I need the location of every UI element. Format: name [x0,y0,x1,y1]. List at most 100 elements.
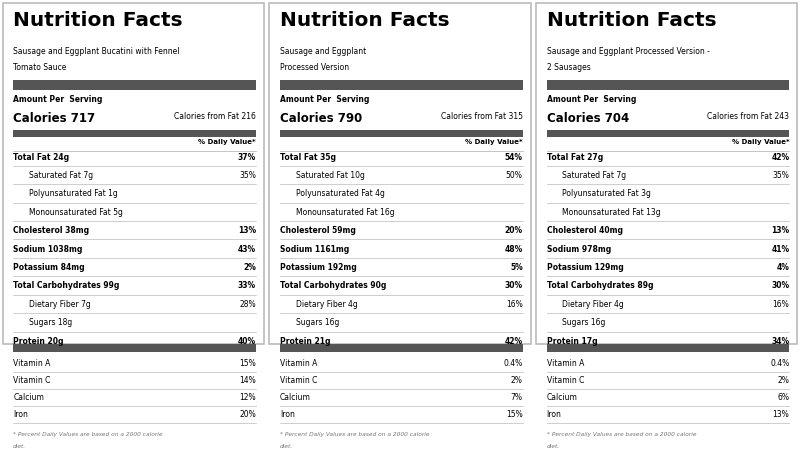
Text: Sugars 18g: Sugars 18g [29,318,72,327]
Text: Sugars 16g: Sugars 16g [562,318,606,327]
Text: Calories from Fat 315: Calories from Fat 315 [441,112,522,121]
Text: 35%: 35% [239,171,256,180]
Text: Calories from Fat 216: Calories from Fat 216 [174,112,256,121]
Bar [546,130,790,137]
Text: Polyunsaturated Fat 4g: Polyunsaturated Fat 4g [295,189,385,198]
Text: 7%: 7% [510,393,522,402]
Text: Vitamin A: Vitamin A [546,359,584,368]
Text: 16%: 16% [506,300,522,309]
Text: 50%: 50% [506,171,522,180]
Text: 12%: 12% [239,393,256,402]
Text: Calories 790: Calories 790 [280,112,362,125]
Text: Total Fat 27g: Total Fat 27g [546,152,603,162]
Text: Potassium 192mg: Potassium 192mg [280,263,357,272]
Text: 40%: 40% [238,337,256,346]
Text: 13%: 13% [771,226,790,235]
Text: 2%: 2% [778,376,790,385]
Text: 5%: 5% [510,263,522,272]
Text: 0.4%: 0.4% [770,359,790,368]
Text: 48%: 48% [505,245,522,253]
Text: 14%: 14% [239,376,256,385]
Text: Vitamin A: Vitamin A [280,359,318,368]
Text: % Daily Value*: % Daily Value* [198,139,256,145]
Text: 42%: 42% [771,152,790,162]
Text: diet.: diet. [546,445,560,450]
Text: Total Carbohydrates 89g: Total Carbohydrates 89g [546,282,653,290]
Text: Vitamin A: Vitamin A [14,359,50,368]
Text: 6%: 6% [778,393,790,402]
Bar [280,130,522,137]
Text: 2%: 2% [511,376,522,385]
Text: Dietary Fiber 7g: Dietary Fiber 7g [29,300,90,309]
Bar [14,80,256,90]
Text: Calories 717: Calories 717 [14,112,95,125]
Text: * Percent Daily Values are based on a 2000 calorie: * Percent Daily Values are based on a 20… [546,431,696,436]
Text: % Daily Value*: % Daily Value* [465,139,522,145]
Text: Saturated Fat 7g: Saturated Fat 7g [29,171,93,180]
Text: Vitamin C: Vitamin C [280,376,318,385]
Text: 54%: 54% [505,152,522,162]
Text: 30%: 30% [505,282,522,290]
Text: Nutrition Facts: Nutrition Facts [14,11,183,30]
Text: Sausage and Eggplant Bucatini with Fennel: Sausage and Eggplant Bucatini with Fenne… [14,47,180,56]
Text: Iron: Iron [14,410,28,420]
Text: 28%: 28% [239,300,256,309]
Text: Amount Per  Serving: Amount Per Serving [280,95,370,104]
Text: 15%: 15% [239,359,256,368]
Text: 2 Sausages: 2 Sausages [546,64,590,72]
Text: Polyunsaturated Fat 3g: Polyunsaturated Fat 3g [562,189,651,198]
Text: Protein 17g: Protein 17g [546,337,597,346]
Bar [546,344,790,352]
Text: Saturated Fat 10g: Saturated Fat 10g [295,171,365,180]
Text: Iron: Iron [546,410,562,420]
Text: Sodium 978mg: Sodium 978mg [546,245,611,253]
Text: 42%: 42% [505,337,522,346]
Text: 33%: 33% [238,282,256,290]
Text: diet.: diet. [280,445,293,450]
Text: Dietary Fiber 4g: Dietary Fiber 4g [562,300,624,309]
Bar [546,80,790,90]
Text: Total Fat 35g: Total Fat 35g [280,152,336,162]
Text: Sausage and Eggplant Processed Version -: Sausage and Eggplant Processed Version - [546,47,710,56]
Text: 34%: 34% [771,337,790,346]
Text: Sausage and Eggplant: Sausage and Eggplant [280,47,366,56]
Text: Protein 21g: Protein 21g [280,337,330,346]
Text: 2%: 2% [243,263,256,272]
Text: Nutrition Facts: Nutrition Facts [546,11,716,30]
Text: 43%: 43% [238,245,256,253]
Text: Tomato Sauce: Tomato Sauce [14,64,66,72]
Text: Total Fat 24g: Total Fat 24g [14,152,70,162]
Text: diet.: diet. [14,445,26,450]
Text: Sugars 16g: Sugars 16g [295,318,339,327]
Text: Total Carbohydrates 90g: Total Carbohydrates 90g [280,282,386,290]
Text: 41%: 41% [771,245,790,253]
Text: Calcium: Calcium [546,393,578,402]
Text: 16%: 16% [773,300,790,309]
Text: Amount Per  Serving: Amount Per Serving [14,95,102,104]
Text: Calcium: Calcium [280,393,310,402]
Text: 13%: 13% [238,226,256,235]
Text: Protein 20g: Protein 20g [14,337,64,346]
Text: Dietary Fiber 4g: Dietary Fiber 4g [295,300,358,309]
Text: 20%: 20% [239,410,256,420]
Text: Sodium 1038mg: Sodium 1038mg [14,245,82,253]
Text: Cholesterol 38mg: Cholesterol 38mg [14,226,90,235]
Text: * Percent Daily Values are based on a 2000 calorie: * Percent Daily Values are based on a 20… [14,431,162,436]
Text: Processed Version: Processed Version [280,64,349,72]
Text: 0.4%: 0.4% [503,359,522,368]
Text: Calories 704: Calories 704 [546,112,629,125]
Text: % Daily Value*: % Daily Value* [732,139,790,145]
Bar [14,130,256,137]
Text: 30%: 30% [771,282,790,290]
Text: Calories from Fat 243: Calories from Fat 243 [707,112,790,121]
Text: Iron: Iron [280,410,294,420]
Text: Vitamin C: Vitamin C [546,376,584,385]
Text: Potassium 84mg: Potassium 84mg [14,263,85,272]
Text: Calcium: Calcium [14,393,44,402]
Text: Cholesterol 40mg: Cholesterol 40mg [546,226,622,235]
Text: * Percent Daily Values are based on a 2000 calorie: * Percent Daily Values are based on a 20… [280,431,430,436]
Text: Polyunsaturated Fat 1g: Polyunsaturated Fat 1g [29,189,118,198]
Text: 20%: 20% [505,226,522,235]
Text: 4%: 4% [777,263,790,272]
Text: 35%: 35% [773,171,790,180]
